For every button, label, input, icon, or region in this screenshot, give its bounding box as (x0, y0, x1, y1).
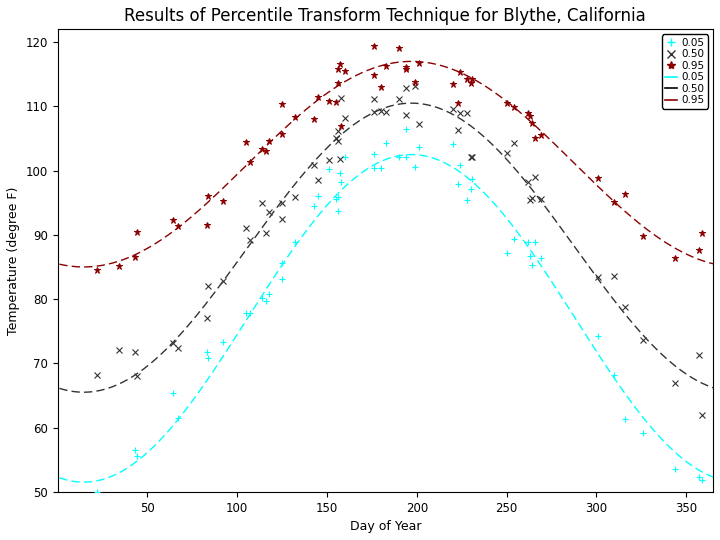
X-axis label: Day of Year: Day of Year (350, 520, 421, 533)
Legend: 0.05, 0.50, 0.95, 0.05, 0.50, 0.95: 0.05, 0.50, 0.95, 0.05, 0.50, 0.95 (662, 35, 708, 109)
Title: Results of Percentile Transform Technique for Blythe, California: Results of Percentile Transform Techniqu… (125, 7, 647, 25)
Y-axis label: Temperature (degree F): Temperature (degree F) (7, 186, 20, 335)
